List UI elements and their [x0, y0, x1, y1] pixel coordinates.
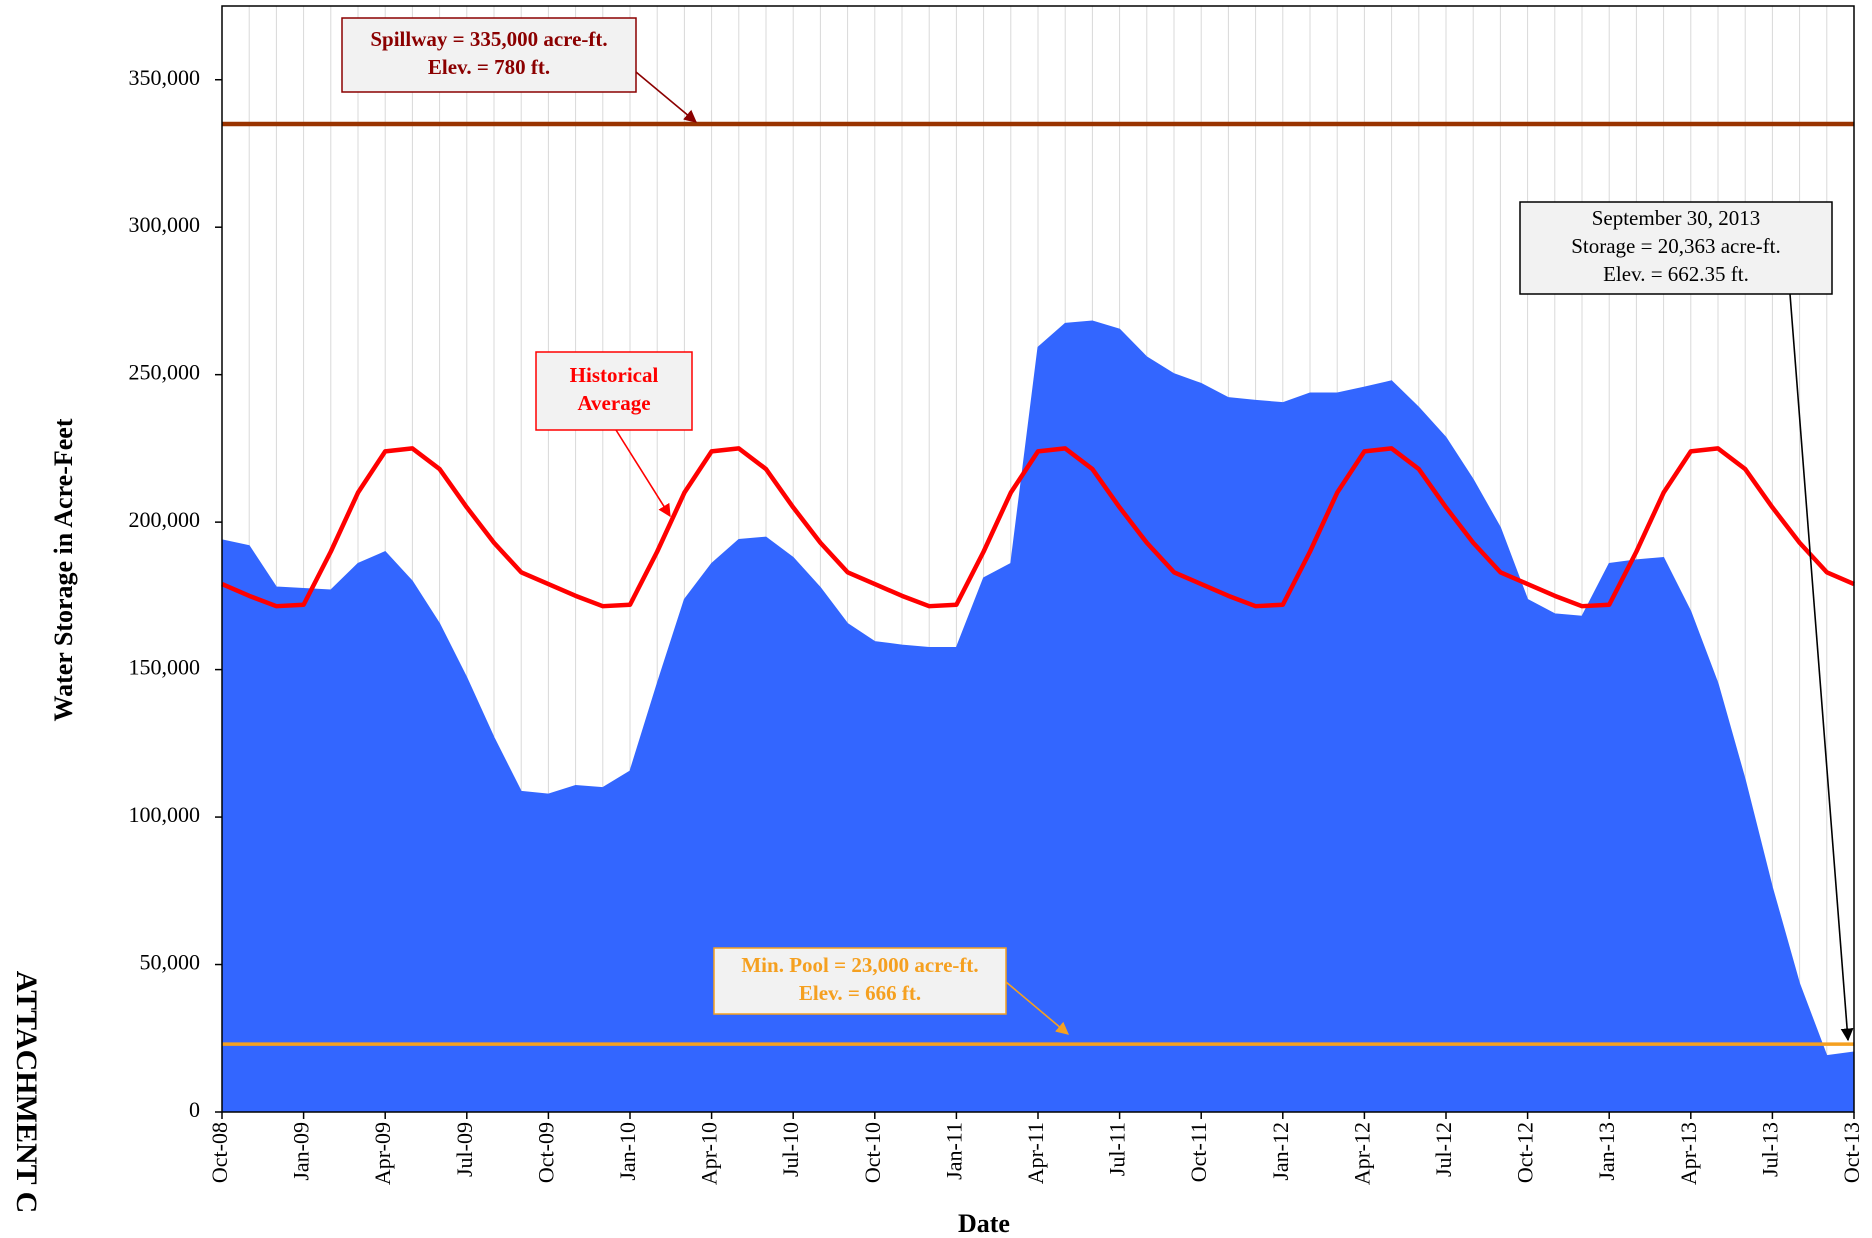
y-tick-label: 50,000	[140, 950, 201, 975]
y-tick-label: 300,000	[129, 212, 201, 237]
annotation-arrow	[635, 71, 697, 123]
annotation-text: Elev. = 662.35 ft.	[1603, 262, 1749, 286]
x-tick-label: Oct-10	[860, 1122, 885, 1183]
x-tick-label: Jan-10	[615, 1122, 640, 1181]
x-tick-label: Apr-12	[1349, 1122, 1374, 1185]
x-tick-label: Jul-13	[1757, 1122, 1782, 1177]
x-tick-label: Jan-11	[941, 1122, 966, 1180]
annotation-text: September 30, 2013	[1592, 206, 1761, 230]
y-tick-label: 250,000	[129, 360, 201, 385]
y-tick-label: 100,000	[129, 802, 201, 827]
annotation-text: Elev. = 666 ft.	[799, 981, 921, 1005]
plot-data	[221, 121, 1855, 1113]
x-tick-label: Oct-13	[1839, 1122, 1864, 1183]
annotation-arrow	[1789, 293, 1854, 1042]
annotations: Spillway = 335,000 acre-ft. Elev. = 780 f…	[341, 17, 1854, 1042]
x-tick-label: Jul-12	[1431, 1122, 1456, 1177]
x-tick-label: Jan-12	[1268, 1122, 1293, 1181]
y-tick-label: 0	[189, 1097, 200, 1122]
area-fill	[222, 320, 1854, 1113]
annotation-text: Spillway = 335,000 acre-ft.	[370, 27, 607, 51]
line	[221, 446, 1855, 609]
annotation-text: Historical	[570, 363, 659, 387]
x-tick-label: Jan-13	[1594, 1122, 1619, 1181]
annotation-text: Storage = 20,363 acre-ft.	[1571, 234, 1781, 258]
x-axis-label: Date	[958, 1209, 1010, 1238]
x-tick-label: Apr-13	[1676, 1122, 1701, 1185]
y-tick-label: 150,000	[129, 655, 201, 680]
x-tick-label: Jul-11	[1105, 1122, 1130, 1176]
annotation-box	[535, 351, 693, 431]
x-tick-label: Jul-09	[452, 1122, 477, 1177]
axes: 0 50,000 100,000 150,000 200,000 250,000 300,0…	[129, 5, 1864, 1185]
x-tick-label: Apr-09	[370, 1122, 395, 1185]
x-tick-label: Oct-11	[1186, 1122, 1211, 1182]
annotation-arrow	[615, 429, 671, 518]
y-tick-label: 200,000	[129, 507, 201, 532]
x-tick-label: Apr-10	[697, 1122, 722, 1185]
side-label: ATTACHMENT C	[10, 971, 43, 1214]
annotation-box	[1519, 201, 1833, 295]
annotation-arrow	[1005, 981, 1069, 1035]
x-tick-label: Jul-10	[778, 1122, 803, 1177]
annotation-box	[713, 947, 1007, 1015]
y-axis-label: Water Storage in Acre-Feet	[49, 418, 78, 721]
y-tick-label: 350,000	[129, 65, 201, 90]
x-tick-label: Oct-09	[533, 1122, 558, 1183]
annotation-box	[341, 17, 637, 93]
annotation-text: Average	[577, 391, 650, 415]
annotation-text: Min. Pool = 23,000 acre-ft.	[741, 953, 978, 977]
x-tick-label: Oct-08	[207, 1122, 232, 1183]
x-tick-label: Jan-09	[289, 1122, 314, 1181]
annotation-text: Elev. = 780 ft.	[428, 55, 550, 79]
x-tick-label: Oct-12	[1513, 1122, 1538, 1183]
area-edge	[221, 320, 1855, 1057]
x-tick-label: Apr-11	[1023, 1122, 1048, 1184]
